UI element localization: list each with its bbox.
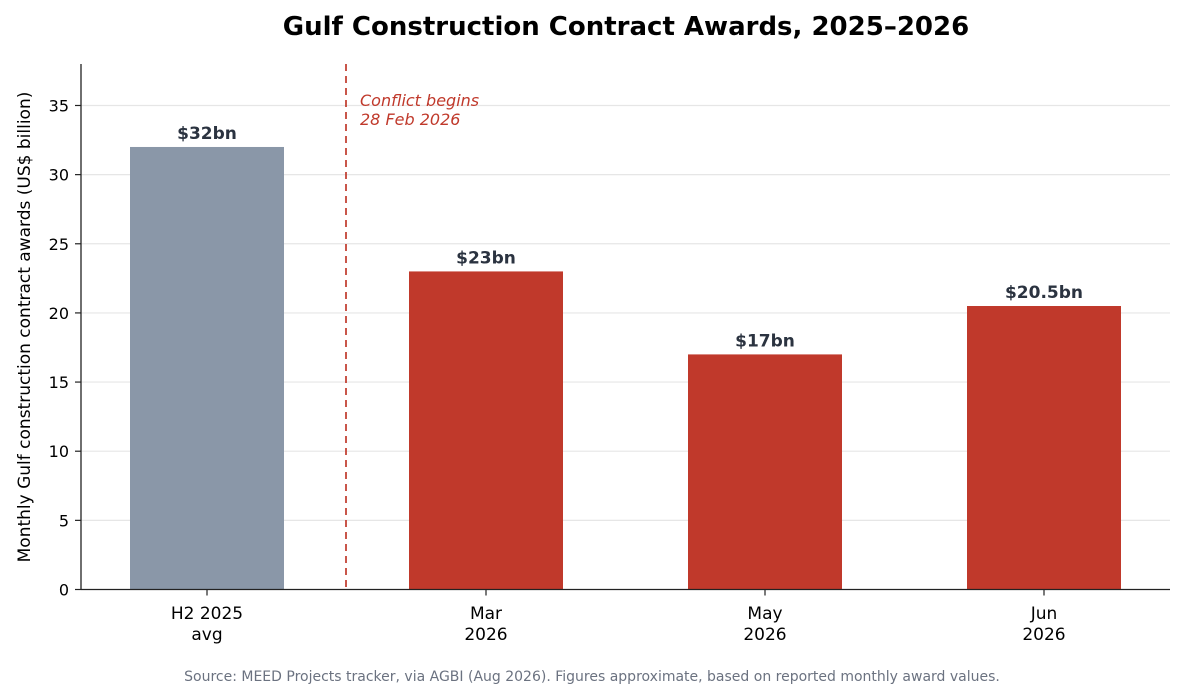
- data-labels: $32bn $23bn $17bn $20.5bn: [177, 124, 1083, 351]
- bar-value-label: $23bn: [456, 248, 516, 268]
- bar-value-label: $17bn: [735, 331, 795, 351]
- bar-value-label: $32bn: [177, 124, 237, 144]
- chart-title: Gulf Construction Contract Awards, 2025–…: [283, 12, 969, 42]
- x-tick-label: 2026: [464, 625, 507, 645]
- x-tick-label: 2026: [1022, 625, 1065, 645]
- y-axis-label: Monthly Gulf construction contract award…: [15, 92, 35, 563]
- bar: [967, 306, 1121, 590]
- bar: [688, 354, 842, 590]
- x-tick-label: avg: [191, 625, 222, 645]
- y-tick-label: 5: [59, 511, 69, 530]
- axes: [80, 64, 1170, 591]
- y-tick-label: 25: [49, 235, 69, 254]
- x-tick-label: H2 2025: [171, 604, 243, 624]
- y-tick-label: 20: [49, 304, 69, 323]
- x-tick-label: Jun: [1030, 604, 1058, 624]
- bar: [409, 271, 563, 590]
- x-tick-label: May: [747, 604, 782, 624]
- bar-value-label: $20.5bn: [1005, 283, 1083, 303]
- y-ticks: 0 5 10 15 20 25 30 35: [49, 96, 81, 600]
- x-tick-label: 2026: [743, 625, 786, 645]
- bar: [130, 146, 284, 590]
- y-tick-label: 0: [59, 581, 69, 600]
- annotation-text: Conflict begins: [360, 91, 479, 110]
- y-tick-label: 30: [49, 166, 69, 185]
- bars: [130, 146, 1121, 590]
- x-tick-label: Mar: [470, 604, 502, 624]
- source-note: Source: MEED Projects tracker, via AGBI …: [184, 669, 1000, 685]
- y-tick-label: 15: [49, 373, 69, 392]
- y-tick-label: 10: [49, 442, 69, 461]
- y-tick-label: 35: [49, 96, 69, 115]
- annotation-text: 28 Feb 2026: [360, 110, 460, 129]
